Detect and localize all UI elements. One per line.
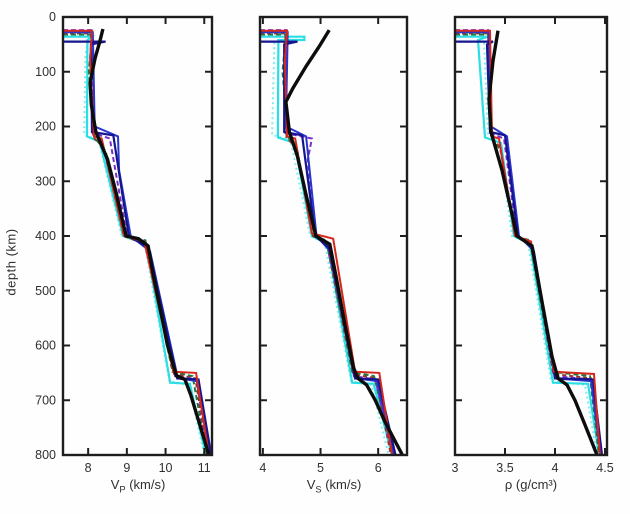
panel-rho-series bbox=[455, 29, 604, 455]
depth-tick-label: 200 bbox=[35, 120, 56, 134]
x-tick-label-vs: 4 bbox=[259, 461, 266, 475]
depth-tick-label: 700 bbox=[35, 393, 56, 407]
series-model-maroon-dashed-vs bbox=[260, 32, 392, 455]
series-model-cyan-rho bbox=[455, 35, 601, 455]
x-axis-label-rho-main: ρ bbox=[504, 477, 513, 492]
x-axis-label-vs-sub: S bbox=[315, 484, 322, 495]
x-tick-label-vp: 11 bbox=[198, 461, 211, 475]
depth-tick-label: 800 bbox=[35, 448, 56, 462]
x-axis-label-rho-unit: (g/cm³) bbox=[512, 477, 558, 492]
x-tick-label-vp: 8 bbox=[85, 461, 92, 475]
axes-frame-rho bbox=[453, 15, 609, 457]
x-axis-label-vp: VP (km/s) bbox=[111, 477, 166, 495]
depth-tick-label: 100 bbox=[35, 65, 56, 79]
depth-tick-label: 600 bbox=[35, 339, 56, 353]
depth-tick-label: 500 bbox=[35, 284, 56, 298]
x-axis-label-vp-unit: (km/s) bbox=[125, 477, 166, 492]
series-model-purple-dashed-vp bbox=[63, 29, 210, 455]
x-tick-label-vp: 10 bbox=[159, 461, 173, 475]
series-model-black-thick-vp bbox=[88, 28, 211, 455]
series-model-cyan-dotted-rho bbox=[455, 40, 598, 455]
series-model-black-thick-rho bbox=[487, 30, 599, 455]
x-tick-label-vp: 9 bbox=[123, 461, 130, 475]
series-model-cyan-vp bbox=[63, 35, 207, 455]
series-model-red-rho bbox=[455, 29, 601, 455]
axes-frame-vs bbox=[258, 15, 409, 457]
x-tick-label-rho: 3 bbox=[452, 461, 459, 475]
x-tick-label-vs: 6 bbox=[375, 461, 382, 475]
x-tick-label-vs: 5 bbox=[317, 461, 324, 475]
x-axis-label-vs: VS (km/s) bbox=[307, 477, 362, 495]
x-tick-label-rho: 4.5 bbox=[596, 461, 613, 475]
x-axis-label-vp-main: V bbox=[110, 477, 120, 492]
series-model-maroon-dashed-vp bbox=[63, 32, 209, 455]
x-tick-label-rho: 4 bbox=[552, 461, 559, 475]
panel-vp-series bbox=[63, 28, 212, 455]
series-model-cyan-dotted-vp bbox=[63, 40, 206, 455]
x-axis-label-rho: ρ (g/cm³) bbox=[505, 477, 557, 495]
y-axis-label: depth (km) bbox=[3, 228, 19, 296]
panel-vs-series bbox=[260, 29, 404, 455]
series-model-black-thick-vs bbox=[284, 29, 404, 455]
x-axis-label-vs-main: V bbox=[306, 477, 316, 492]
x-axis-label-vp-sub: P bbox=[119, 484, 126, 495]
depth-tick-label: 0 bbox=[49, 10, 56, 24]
x-tick-label-rho: 3.5 bbox=[496, 461, 513, 475]
series-model-navy-rho bbox=[455, 40, 604, 455]
series-model-red-vp bbox=[63, 29, 210, 455]
series-model-navy-vs bbox=[260, 40, 397, 455]
x-axis-label-vs-unit: (km/s) bbox=[321, 477, 362, 492]
depth-tick-label: 400 bbox=[35, 229, 56, 243]
depth-tick-label: 300 bbox=[35, 174, 56, 188]
